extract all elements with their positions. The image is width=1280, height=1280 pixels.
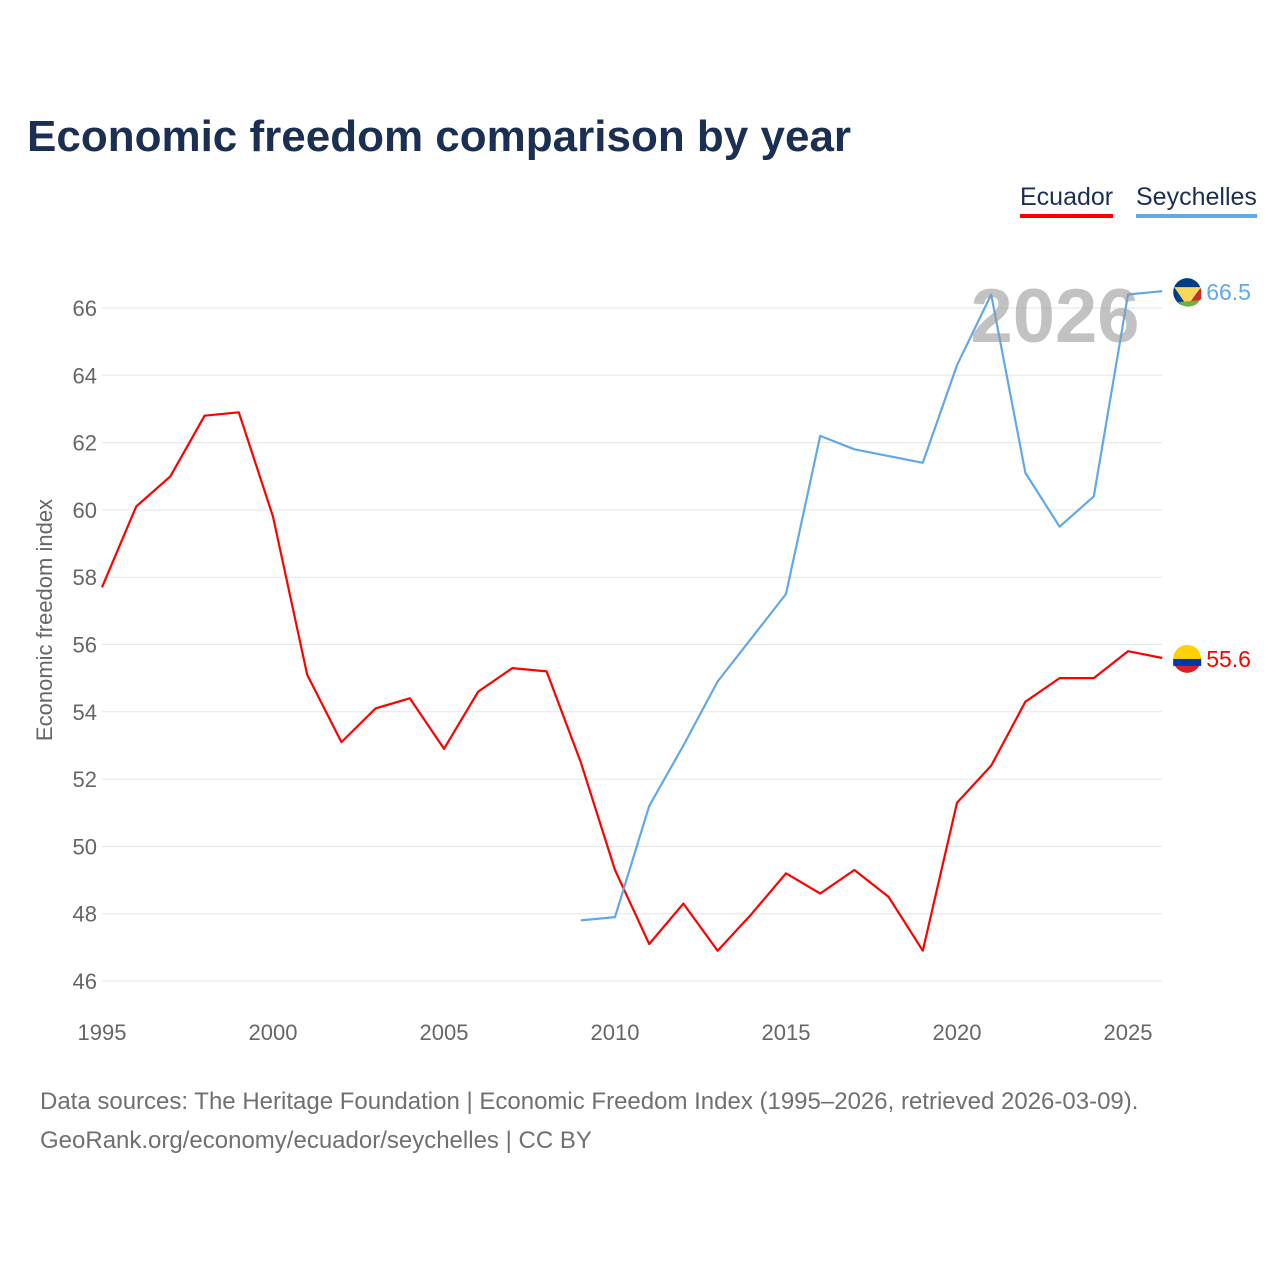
x-tick-label: 2025 xyxy=(1104,1020,1153,1045)
flag-stripe xyxy=(1173,658,1202,666)
year-watermark: 2026 xyxy=(970,274,1139,359)
series-line-seychelles xyxy=(580,290,1163,922)
y-tick-label: 52 xyxy=(73,767,97,792)
x-tick-label: 1995 xyxy=(78,1020,127,1045)
flag-stripe xyxy=(1174,287,1202,307)
flag-stripe xyxy=(1175,665,1200,673)
x-tick-label: 2000 xyxy=(249,1020,298,1045)
legend-seychelles[interactable]: Seychelles xyxy=(1136,183,1257,218)
x-tick-label: 2020 xyxy=(933,1020,982,1045)
y-tick-label: 58 xyxy=(73,565,97,590)
flag-stripe xyxy=(1178,300,1201,307)
x-tick-label: 2010 xyxy=(591,1020,640,1045)
x-tick-label: 2015 xyxy=(762,1020,811,1045)
y-tick-label: 66 xyxy=(73,296,97,321)
series-line-ecuador xyxy=(100,411,1163,952)
chart-title: Economic freedom comparison by year xyxy=(27,112,852,161)
end-value-label-ecuador: 55.6 xyxy=(1206,646,1251,672)
y-axis-label: Economic freedom index xyxy=(32,499,57,741)
end-value-label-seychelles: 66.5 xyxy=(1206,279,1251,305)
y-tick-label: 56 xyxy=(73,633,97,658)
legend-ecuador[interactable]: Ecuador xyxy=(1020,183,1114,218)
footer-credit[interactable]: GeoRank.org/economy/ecuador/seychelles |… xyxy=(40,1127,592,1154)
y-tick-label: 62 xyxy=(73,431,97,456)
y-tick-label: 50 xyxy=(73,834,97,859)
y-tick-label: 48 xyxy=(73,902,97,927)
x-tick-label: 2005 xyxy=(420,1020,469,1045)
y-tick-label: 54 xyxy=(73,700,97,725)
footer-sources: Data sources: The Heritage Foundation | … xyxy=(40,1088,1139,1115)
y-tick-label: 60 xyxy=(73,498,97,523)
y-tick-label: 64 xyxy=(73,363,97,388)
y-tick-label: 46 xyxy=(73,969,97,994)
